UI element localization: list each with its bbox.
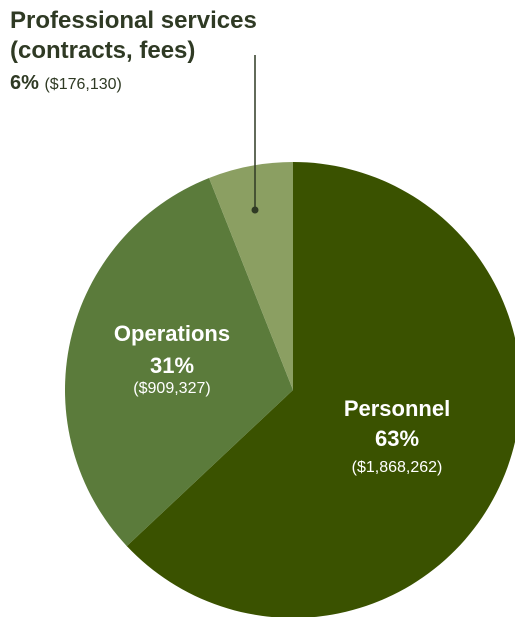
slice-name: Operations	[114, 321, 230, 346]
slice-percent: 6%	[10, 72, 39, 94]
pie-slice	[209, 162, 293, 390]
slice-amount: ($176,130)	[44, 76, 122, 93]
slice-amount: ($1,868,262)	[352, 459, 443, 476]
leader-dot	[251, 206, 259, 214]
slice-value: 6% ($176,130)	[10, 72, 280, 95]
pie-slice	[126, 162, 515, 617]
slice-percent: 63%	[375, 426, 419, 451]
outer-label: Professional services (contracts, fees) …	[10, 6, 280, 95]
slice-name: Personnel	[344, 396, 450, 421]
slice-name: Professional services (contracts, fees)	[10, 7, 257, 64]
slice-amount: ($909,327)	[133, 380, 210, 397]
pie-slice	[64, 178, 293, 547]
slice-percent: 31%	[150, 353, 194, 378]
